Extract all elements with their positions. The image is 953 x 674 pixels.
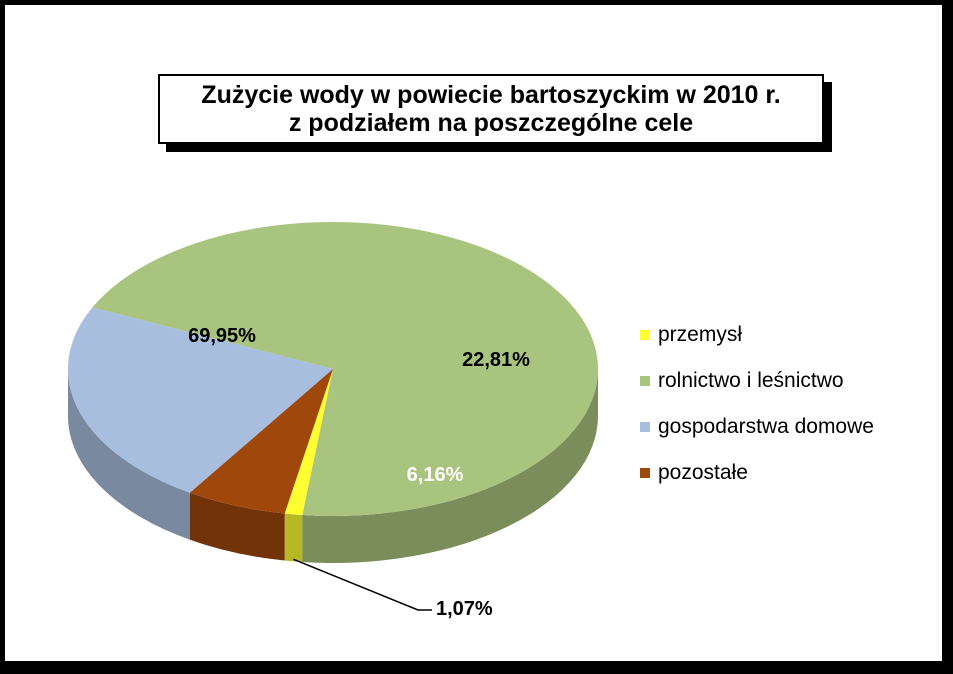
- data-label-pozostale: 6,16%: [407, 464, 464, 486]
- pie-sides: [68, 369, 598, 563]
- pie-side-rolnictwo: [302, 369, 598, 563]
- legend-item-przemysl: przemysł: [640, 312, 874, 358]
- pie-slice-gospodarstwa: [67, 307, 333, 493]
- data-label-gospodarstwa: 22,81%: [462, 349, 530, 371]
- data-label-rolnictwo: 69,95%: [188, 325, 256, 347]
- legend-label-przemysl: przemysł: [658, 323, 743, 346]
- legend-swatch-gospodarstwa: [640, 422, 650, 432]
- chart-title-line2: z podziałem na poszczególne cele: [288, 109, 694, 137]
- pie-side-przemysl: [284, 513, 303, 563]
- pie-top: [67, 222, 599, 516]
- legend-swatch-przemysl: [640, 330, 650, 340]
- legend-label-gospodarstwa: gospodarstwa domowe: [658, 415, 874, 438]
- legend-item-pozostale: pozostałe: [640, 450, 874, 496]
- legend-label-pozostale: pozostałe: [658, 461, 748, 484]
- chart-title: Zużycie wody w powiecie bartoszyckim w 2…: [158, 74, 824, 144]
- pie-slice-rolnictwo: [92, 222, 599, 516]
- legend-swatch-rolnictwo: [640, 376, 650, 386]
- legend: przemysł rolnictwo i leśnictwo gospodars…: [640, 312, 874, 496]
- pie-side-gospodarstwa: [68, 369, 190, 540]
- pie-slice-przemysl: [284, 369, 333, 516]
- leader-line-przemysl: [293, 558, 432, 611]
- legend-item-gospodarstwa: gospodarstwa domowe: [640, 404, 874, 450]
- pie-side-pozostale: [189, 492, 285, 561]
- chart-title-line1: Zużycie wody w powiecie bartoszyckim w 2…: [201, 81, 781, 109]
- legend-swatch-pozostale: [640, 468, 650, 478]
- legend-item-rolnictwo: rolnictwo i leśnictwo: [640, 358, 874, 404]
- pie-slice-pozostale: [189, 369, 333, 514]
- legend-label-rolnictwo: rolnictwo i leśnictwo: [658, 369, 844, 392]
- data-label-przemysl: 1,07%: [436, 598, 493, 620]
